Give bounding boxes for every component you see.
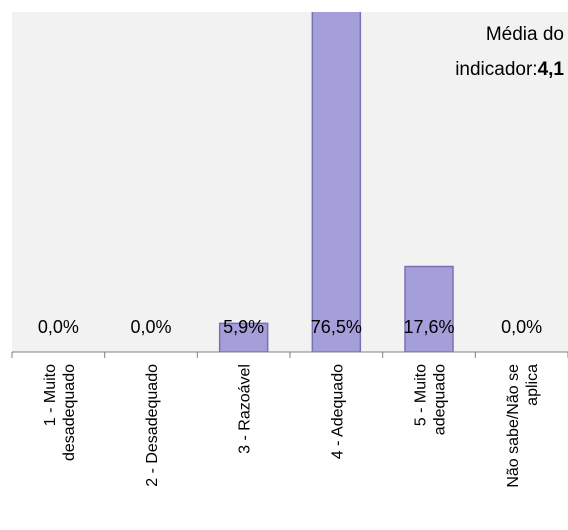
bar (218, 322, 269, 352)
x-tick-label: 3 - Razoável (237, 364, 254, 454)
annotation: indicador: (455, 59, 537, 80)
value-label: 17,6% (403, 317, 454, 337)
x-tick-label: 4 - Adequado (329, 364, 346, 459)
bar (311, 12, 362, 352)
x-tick-label: 5 - Muito adequado (413, 364, 449, 435)
value-label: 0,0% (501, 317, 542, 337)
bars (218, 12, 454, 352)
annotation: Média do (486, 24, 564, 45)
value-label: 76,5% (311, 317, 362, 337)
plot-area (12, 12, 568, 352)
x-tick-label: Não sabe/Não se aplica (505, 364, 541, 488)
value-label: 0,0% (130, 317, 171, 337)
annotation-value: 4,1 (538, 59, 565, 80)
x-tick-label: 1 - Muito desadequado (42, 364, 78, 461)
value-label: 0,0% (38, 317, 79, 337)
value-label: 5,9% (223, 317, 264, 337)
x-tick-label: 2 - Desadequado (144, 364, 161, 487)
bar (404, 265, 454, 352)
